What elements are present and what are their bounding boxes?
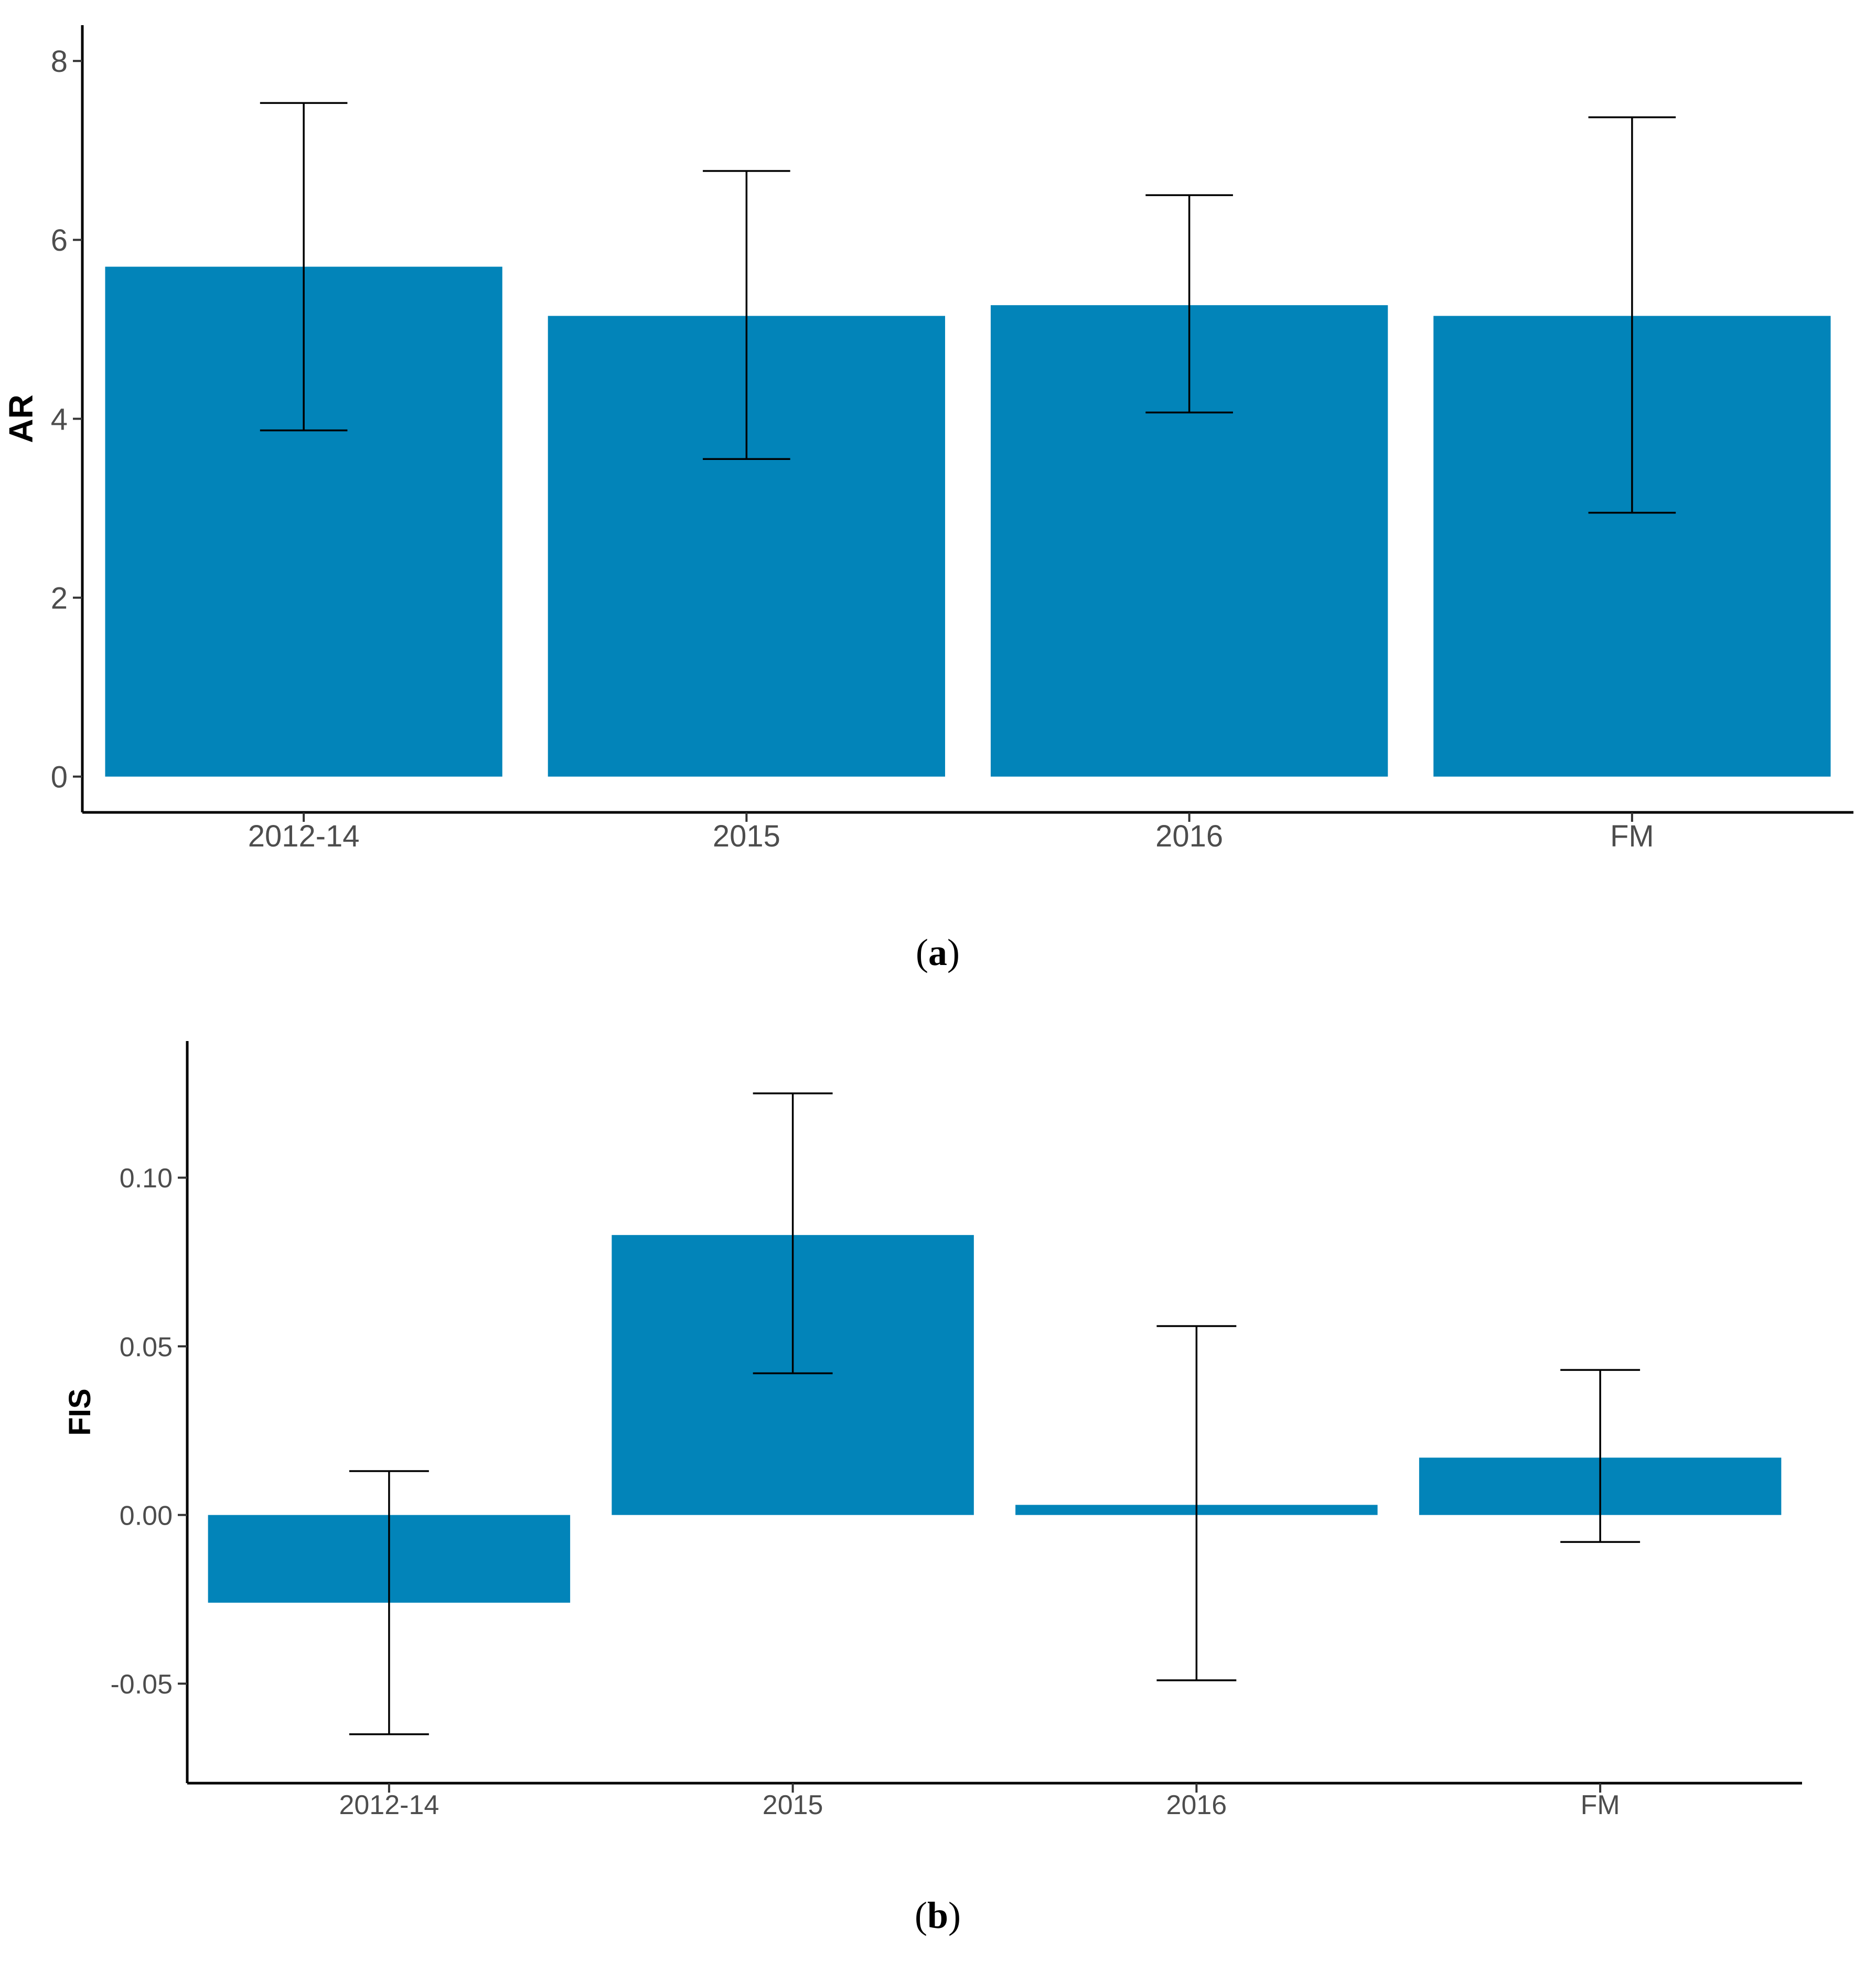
- error-bar-2016: [1156, 1325, 1237, 1681]
- caption-letter-a: a: [928, 931, 947, 973]
- error-bar-FM: [1560, 1369, 1641, 1543]
- y-tick-label: 6: [51, 223, 68, 258]
- error-bar-2016: [1145, 194, 1233, 414]
- y-tick-label: 0: [51, 760, 68, 795]
- panel-a-chart: 0 2 4 6 8 2012-14 2015 2016 FM AR: [2, 25, 1853, 853]
- caption-open-paren: (: [916, 931, 928, 973]
- x-tick-label: FM: [1581, 1790, 1620, 1820]
- panel-b-chart: -0.05 0.00 0.05 0.10 2012-14 2015 2016 FM FIS: [63, 1041, 1802, 1820]
- x-tick-label: 2012-14: [339, 1790, 439, 1820]
- panel-a-caption: (a): [916, 931, 960, 973]
- y-tick-label: 2: [51, 582, 68, 616]
- caption-letter-b: b: [927, 1894, 948, 1936]
- x-tick-label: 2015: [713, 819, 780, 853]
- x-tick-label: 2016: [1166, 1790, 1227, 1820]
- error-bar-2012-14: [349, 1470, 429, 1735]
- x-tick-label: 2016: [1155, 819, 1223, 853]
- x-tick-label: FM: [1610, 819, 1654, 853]
- x-tick-label: 2012-14: [248, 819, 360, 853]
- y-tick-label: 0.10: [120, 1163, 173, 1194]
- x-tick-label: 2015: [763, 1790, 823, 1820]
- caption-close-paren: ): [948, 1894, 961, 1936]
- y-tick-label: 0.00: [120, 1500, 173, 1531]
- y-tick-label: 4: [51, 402, 68, 436]
- panel-b-caption: (b): [915, 1894, 961, 1936]
- y-tick-label: -0.05: [110, 1669, 173, 1700]
- y-axis-title: AR: [2, 394, 40, 443]
- error-bar-2015: [703, 170, 790, 460]
- error-bar-FM: [1588, 116, 1676, 514]
- error-bar-2015: [753, 1092, 833, 1375]
- y-axis-title: FIS: [63, 1388, 97, 1435]
- caption-close-paren: ): [947, 931, 960, 973]
- y-tick-label: 8: [51, 45, 68, 79]
- error-bar-2012-14: [260, 102, 348, 432]
- caption-open-paren: (: [915, 1894, 927, 1936]
- y-tick-label: 0.05: [120, 1332, 173, 1363]
